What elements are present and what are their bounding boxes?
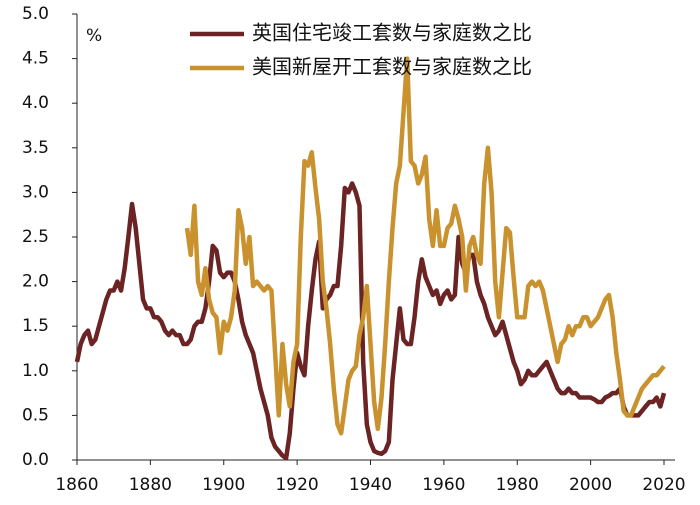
series-line xyxy=(184,56,666,436)
legend-label: 英国住宅竣工套数与家庭数之比 xyxy=(252,21,532,45)
y-tick-label: 2.0 xyxy=(22,272,49,292)
x-tick-label: 1920 xyxy=(275,475,318,495)
y-tick-label: 0.0 xyxy=(22,450,49,470)
x-tick-label: 1900 xyxy=(202,475,245,495)
x-tick-label: 1860 xyxy=(55,475,98,495)
x-tick-label: 2020 xyxy=(642,475,685,495)
y-tick-label: 2.5 xyxy=(22,227,49,247)
x-tick-label: 1960 xyxy=(422,475,465,495)
x-tick-label: 2000 xyxy=(569,475,612,495)
y-tick-label: 1.5 xyxy=(22,316,49,336)
y-tick-label: 4.0 xyxy=(22,93,49,113)
y-tick-label: 1.0 xyxy=(22,361,49,381)
x-tick-label: 1880 xyxy=(129,475,172,495)
legend-label: 美国新屋开工套数与家庭数之比 xyxy=(252,55,532,79)
y-tick-label: 4.5 xyxy=(22,49,49,69)
y-tick-label: 5.0 xyxy=(22,4,49,24)
y-tick-label: 3.5 xyxy=(22,138,49,158)
series-line xyxy=(74,181,667,461)
x-tick-label: 1980 xyxy=(496,475,539,495)
x-tick-label: 1940 xyxy=(349,475,392,495)
y-tick-label: 0.5 xyxy=(22,405,49,425)
unit-label: % xyxy=(86,26,102,46)
y-tick-label: 3.0 xyxy=(22,182,49,202)
